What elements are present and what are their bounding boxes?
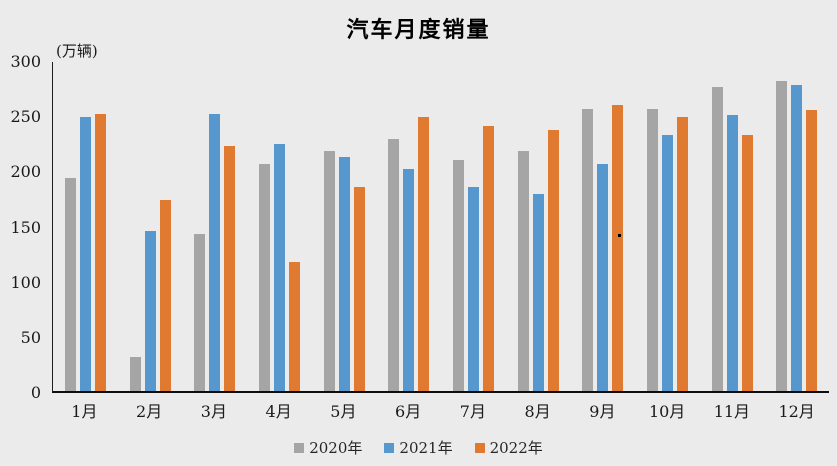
bar-2021年-5月: [338, 157, 350, 391]
bar-group-9月: [570, 62, 635, 391]
legend-item-2022年: 2022年: [474, 437, 543, 458]
bar-group-6月: [376, 62, 441, 391]
bar-2021年-6月: [403, 169, 415, 391]
bar-2022年-5月: [353, 187, 365, 391]
bar-2020年-8月: [517, 150, 529, 391]
bar-group-3月: [182, 62, 247, 391]
legend-swatch-icon: [384, 442, 395, 453]
y-axis-unit-label: (万辆): [56, 42, 98, 60]
bar-2020年-4月: [258, 164, 270, 391]
bar-2022年-9月: [612, 104, 624, 391]
bar-2021年-3月: [209, 113, 221, 391]
bar-2022年-11月: [741, 135, 753, 391]
bar-group-10月: [635, 62, 700, 391]
bar-2022年-6月: [418, 116, 430, 391]
x-tick-label-7月: 7月: [459, 402, 486, 421]
bar-2022年-3月: [224, 146, 236, 391]
bar-2021年-7月: [467, 187, 479, 391]
bar-2022年-10月: [676, 116, 688, 391]
x-tick-label-10月: 10月: [648, 402, 686, 421]
y-tick-label-150: 150: [10, 217, 41, 237]
bar-2021年-11月: [726, 114, 738, 391]
bar-2020年-5月: [323, 150, 335, 391]
bar-2022年-2月: [159, 200, 171, 391]
y-tick-label-50: 50: [20, 327, 41, 347]
legend-item-2021年: 2021年: [384, 437, 453, 458]
bar-2021年-9月: [597, 164, 609, 391]
bar-2021年-12月: [791, 85, 803, 391]
legend: 2020年 2021年 2022年: [0, 437, 837, 458]
bar-2020年-7月: [452, 159, 464, 391]
bar-group-2月: [118, 62, 183, 391]
x-tick-label-11月: 11月: [713, 402, 751, 421]
legend-label: 2021年: [399, 439, 453, 457]
bar-2020年-11月: [711, 87, 723, 391]
bar-group-12月: [764, 62, 829, 391]
x-tick-label-9月: 9月: [589, 402, 616, 421]
bar-2020年-1月: [64, 178, 76, 391]
y-tick-label-100: 100: [10, 272, 41, 292]
bar-2020年-2月: [129, 357, 141, 391]
x-tick-label-12月: 12月: [778, 402, 815, 421]
bar-2020年-10月: [646, 109, 658, 391]
bar-2020年-12月: [776, 80, 788, 391]
bar-2021年-2月: [144, 230, 156, 391]
x-axis: 1月 2月 3月 4月 5月 6月 7月 8月 9月 10月 11月 12月: [52, 398, 829, 422]
x-tick-label-2月: 2月: [136, 402, 163, 421]
x-tick-label-3月: 3月: [200, 402, 227, 421]
legend-swatch-icon: [294, 442, 305, 453]
bar-2022年-1月: [94, 113, 106, 391]
bar-group-7月: [441, 62, 506, 391]
bar-2022年-4月: [288, 261, 300, 391]
bar-group-8月: [506, 62, 571, 391]
bar-2021年-1月: [79, 116, 91, 391]
y-tick-label-0: 0: [30, 383, 41, 402]
legend-label: 2022年: [489, 439, 543, 457]
bar-2021年-4月: [273, 144, 285, 391]
bar-group-1月: [53, 62, 118, 391]
legend-item-2020年: 2020年: [294, 437, 362, 458]
bar-2020年-3月: [194, 234, 206, 391]
x-tick-label-5月: 5月: [330, 402, 357, 421]
stray-dot-artifact: [618, 234, 621, 237]
x-tick-label-1月: 1月: [71, 402, 98, 421]
bar-2022年-12月: [806, 110, 818, 391]
x-tick-label-8月: 8月: [524, 402, 551, 421]
plot-area: [52, 62, 829, 393]
bar-2022年-7月: [482, 125, 494, 391]
x-tick-label-6月: 6月: [395, 402, 422, 421]
y-tick-label-300: 300: [10, 52, 41, 71]
y-tick-label-200: 200: [10, 162, 41, 182]
bar-group-4月: [247, 62, 312, 391]
legend-label: 2020年: [309, 439, 363, 457]
bar-2021年-8月: [532, 193, 544, 391]
y-axis: 0 50 100 150 200 250 300: [0, 0, 45, 466]
bar-2020年-9月: [582, 109, 594, 391]
y-tick-label-250: 250: [10, 107, 41, 127]
bar-2022年-8月: [547, 130, 559, 391]
bar-group-5月: [312, 62, 377, 391]
chart-title: 汽车月度销量: [346, 17, 491, 43]
bar-2020年-6月: [388, 138, 400, 391]
bar-group-11月: [700, 62, 765, 391]
x-tick-label-4月: 4月: [265, 402, 292, 421]
legend-swatch-icon: [474, 442, 485, 453]
bar-2021年-10月: [661, 135, 673, 391]
